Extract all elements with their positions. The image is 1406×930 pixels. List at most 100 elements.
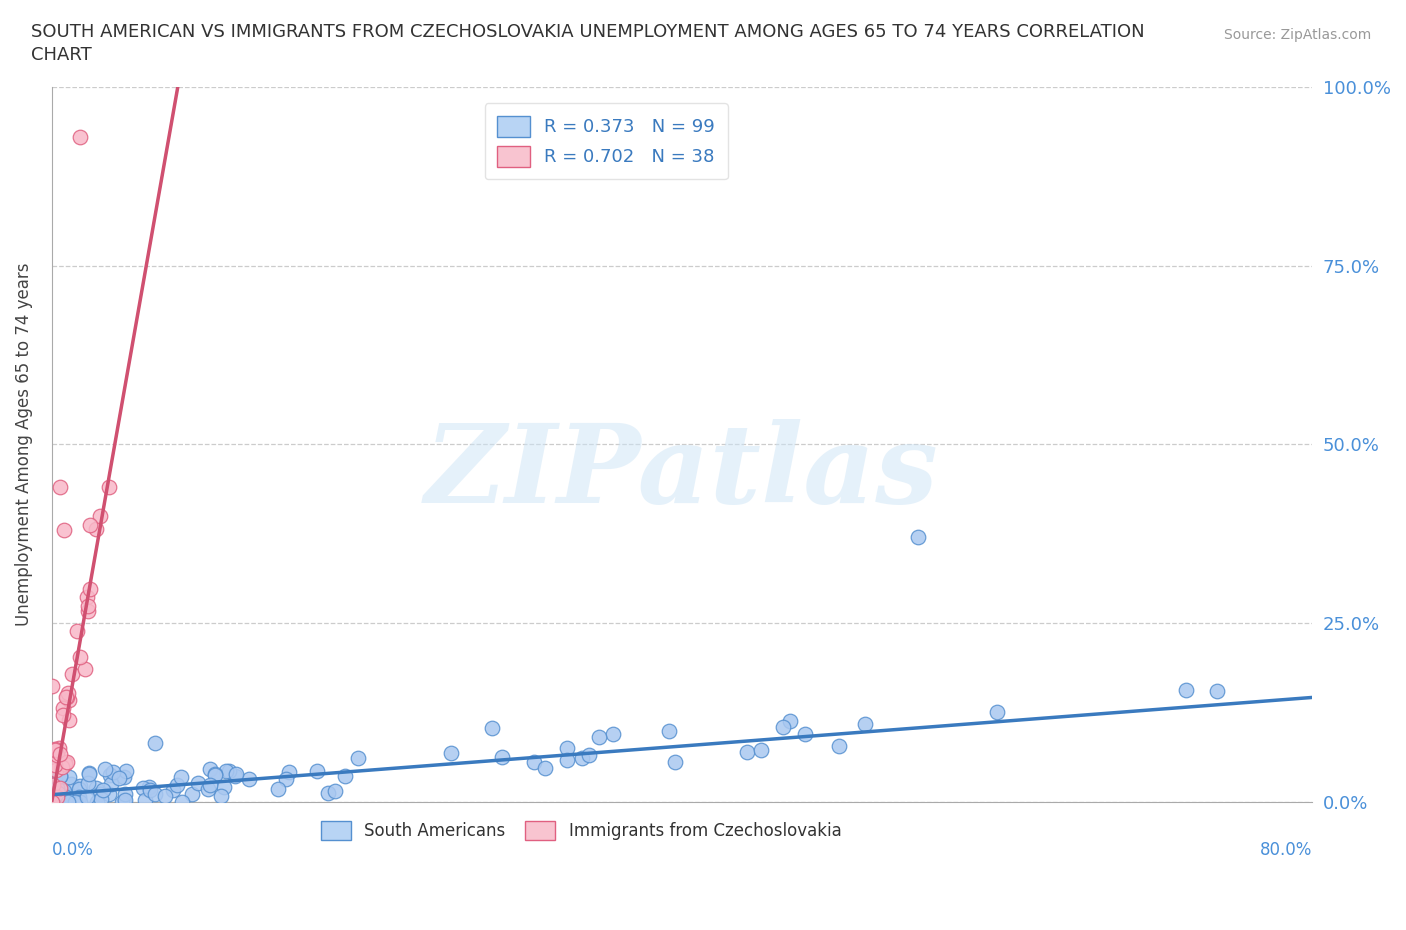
Point [145,736,167,751]
Point [75,661,97,676]
Point [238,772,260,787]
Point [555,752,578,767]
Point [198,762,221,777]
Point [45,794,67,809]
Point [77,765,100,780]
Point [986,705,1008,720]
Point [48,480,70,495]
Point [58,693,80,708]
Point [53,523,76,538]
Point [134,792,156,807]
Point [53,754,76,769]
Point [166,777,188,792]
Point [307,764,329,778]
Point [53,756,76,771]
Point [828,738,851,753]
Point [52,708,75,723]
Point [48,780,70,795]
Point [48,740,70,755]
Point [170,794,193,809]
Point [69,778,91,793]
Point [56,791,79,806]
Point [44,782,66,797]
Point [98,768,121,783]
Point [52,701,75,716]
Point [55,790,77,804]
Point [103,764,125,779]
Text: ZIPatlas: ZIPatlas [425,419,939,526]
Point [90,792,112,807]
Point [204,766,226,781]
Point [76,790,98,804]
Point [79,581,101,596]
Point [77,766,100,781]
Point [907,530,929,545]
Point [555,740,578,755]
Point [772,720,794,735]
Point [69,129,91,144]
Text: CHART: CHART [31,46,91,64]
Point [67,790,90,804]
Point [84,522,107,537]
Point [58,713,80,728]
Text: 80.0%: 80.0% [1260,841,1312,859]
Point [58,794,80,809]
Point [735,745,758,760]
Point [55,690,77,705]
Point [79,518,101,533]
Point [218,764,240,778]
Point [76,590,98,604]
Point [42,794,65,809]
Point [491,750,513,764]
Text: 0.0%: 0.0% [52,841,94,859]
Point [114,793,136,808]
Point [97,787,120,802]
Point [181,787,204,802]
Point [225,766,247,781]
Point [48,746,70,761]
Point [749,742,772,757]
Point [664,755,686,770]
Point [658,724,681,738]
Point [523,755,546,770]
Point [114,787,136,802]
Point [853,717,876,732]
Text: SOUTH AMERICAN VS IMMIGRANTS FROM CZECHOSLOVAKIA UNEMPLOYMENT AMONG AGES 65 TO 7: SOUTH AMERICAN VS IMMIGRANTS FROM CZECHO… [31,23,1144,41]
Y-axis label: Unemployment Among Ages 65 to 74 years: Unemployment Among Ages 65 to 74 years [15,262,32,626]
Point [187,776,209,790]
Point [58,769,80,784]
Point [100,777,122,791]
Point [1206,684,1229,698]
Point [42,777,65,792]
Point [267,781,290,796]
Point [534,761,557,776]
Point [112,770,135,785]
Point [333,769,356,784]
Point [45,748,67,763]
Point [115,764,138,778]
Point [588,730,610,745]
Point [111,794,134,809]
Point [779,713,801,728]
Point [89,508,111,523]
Point [53,787,76,802]
Point [44,742,66,757]
Point [49,768,72,783]
Point [94,761,117,776]
Point [204,767,226,782]
Point [143,787,166,802]
Point [316,785,339,800]
Point [46,781,69,796]
Point [69,794,91,809]
Point [44,741,66,756]
Point [1174,683,1197,698]
Point [224,769,246,784]
Point [77,599,100,614]
Point [169,769,191,784]
Point [197,781,219,796]
Point [63,794,86,809]
Point [52,784,75,799]
Point [56,754,79,769]
Point [41,679,63,694]
Point [153,789,176,804]
